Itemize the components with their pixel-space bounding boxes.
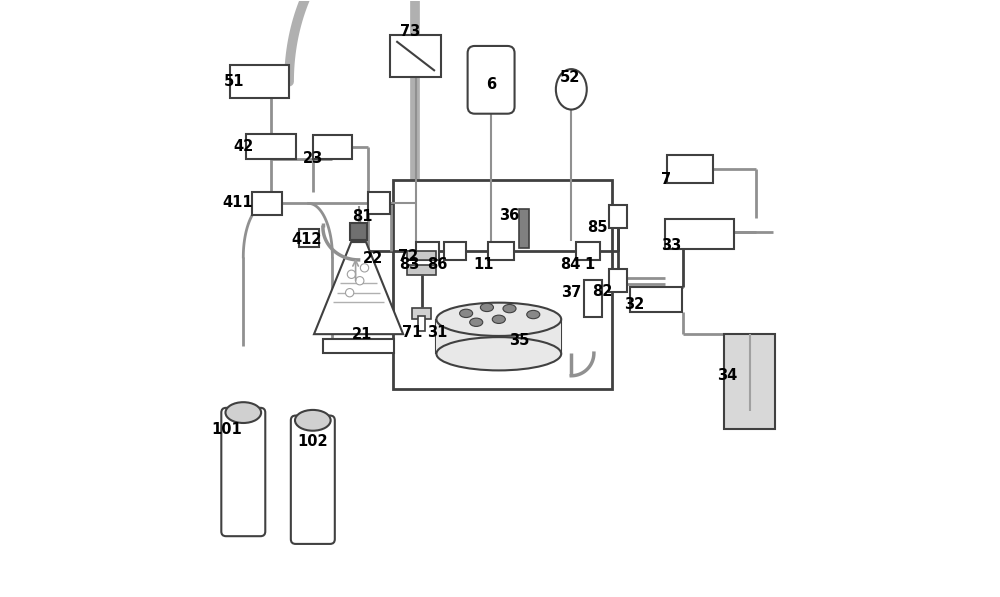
Bar — [230, 65, 289, 98]
Circle shape — [346, 288, 354, 297]
Text: 411: 411 — [222, 195, 253, 210]
Text: 7: 7 — [661, 172, 671, 187]
Ellipse shape — [436, 337, 561, 370]
Bar — [609, 269, 627, 292]
Bar — [246, 134, 296, 159]
Bar — [609, 205, 627, 229]
Text: 1: 1 — [584, 257, 594, 272]
Text: 102: 102 — [298, 433, 328, 448]
Text: 73: 73 — [400, 24, 420, 39]
Bar — [412, 308, 431, 319]
Circle shape — [356, 276, 364, 285]
Text: 72: 72 — [398, 250, 419, 264]
FancyBboxPatch shape — [221, 408, 265, 536]
Text: 83: 83 — [399, 257, 420, 272]
Ellipse shape — [436, 303, 561, 336]
Text: 36: 36 — [499, 208, 520, 223]
Text: 23: 23 — [303, 152, 323, 167]
Bar — [667, 155, 713, 183]
Text: 22: 22 — [363, 251, 383, 266]
Bar — [407, 251, 436, 260]
Text: 101: 101 — [211, 421, 242, 437]
Bar — [519, 209, 529, 248]
Text: 81: 81 — [352, 209, 372, 224]
Text: 85: 85 — [587, 220, 608, 235]
Bar — [488, 242, 514, 260]
Bar — [724, 334, 775, 429]
Bar — [323, 338, 394, 353]
Ellipse shape — [460, 309, 473, 318]
Bar — [418, 316, 425, 331]
Ellipse shape — [480, 303, 493, 312]
Text: 52: 52 — [560, 70, 580, 85]
Ellipse shape — [470, 318, 483, 327]
Text: 412: 412 — [292, 232, 322, 247]
Text: 11: 11 — [473, 257, 494, 272]
Text: 71: 71 — [402, 325, 422, 340]
Text: 31: 31 — [427, 325, 448, 340]
Text: 32: 32 — [624, 297, 644, 312]
Circle shape — [347, 270, 356, 278]
Polygon shape — [314, 242, 403, 334]
FancyBboxPatch shape — [468, 46, 515, 113]
Bar — [584, 280, 602, 317]
Text: 34: 34 — [717, 368, 737, 383]
Bar — [630, 287, 682, 312]
Ellipse shape — [492, 315, 505, 324]
Ellipse shape — [503, 304, 516, 313]
Text: 37: 37 — [561, 285, 581, 300]
Text: 35: 35 — [509, 333, 529, 347]
Bar — [390, 35, 441, 77]
Bar — [368, 192, 390, 214]
Ellipse shape — [556, 69, 587, 109]
Bar — [299, 229, 319, 247]
Circle shape — [360, 264, 369, 272]
Bar — [665, 220, 734, 249]
Bar — [393, 180, 612, 389]
Text: 6: 6 — [486, 77, 496, 92]
Text: 21: 21 — [352, 327, 372, 341]
Bar — [350, 223, 367, 239]
Ellipse shape — [295, 410, 331, 430]
Bar — [313, 135, 352, 159]
Text: 51: 51 — [224, 74, 244, 89]
Text: 33: 33 — [661, 238, 681, 253]
Text: 86: 86 — [427, 257, 448, 272]
FancyBboxPatch shape — [291, 416, 335, 544]
Ellipse shape — [225, 402, 261, 423]
Bar — [252, 192, 282, 215]
Text: 42: 42 — [233, 140, 253, 155]
Ellipse shape — [527, 310, 540, 319]
Bar — [407, 265, 436, 275]
Bar — [436, 319, 561, 354]
Bar — [444, 242, 466, 260]
Text: 82: 82 — [592, 284, 612, 299]
Bar — [576, 242, 600, 260]
Bar — [416, 242, 439, 260]
Text: 84: 84 — [560, 257, 580, 272]
